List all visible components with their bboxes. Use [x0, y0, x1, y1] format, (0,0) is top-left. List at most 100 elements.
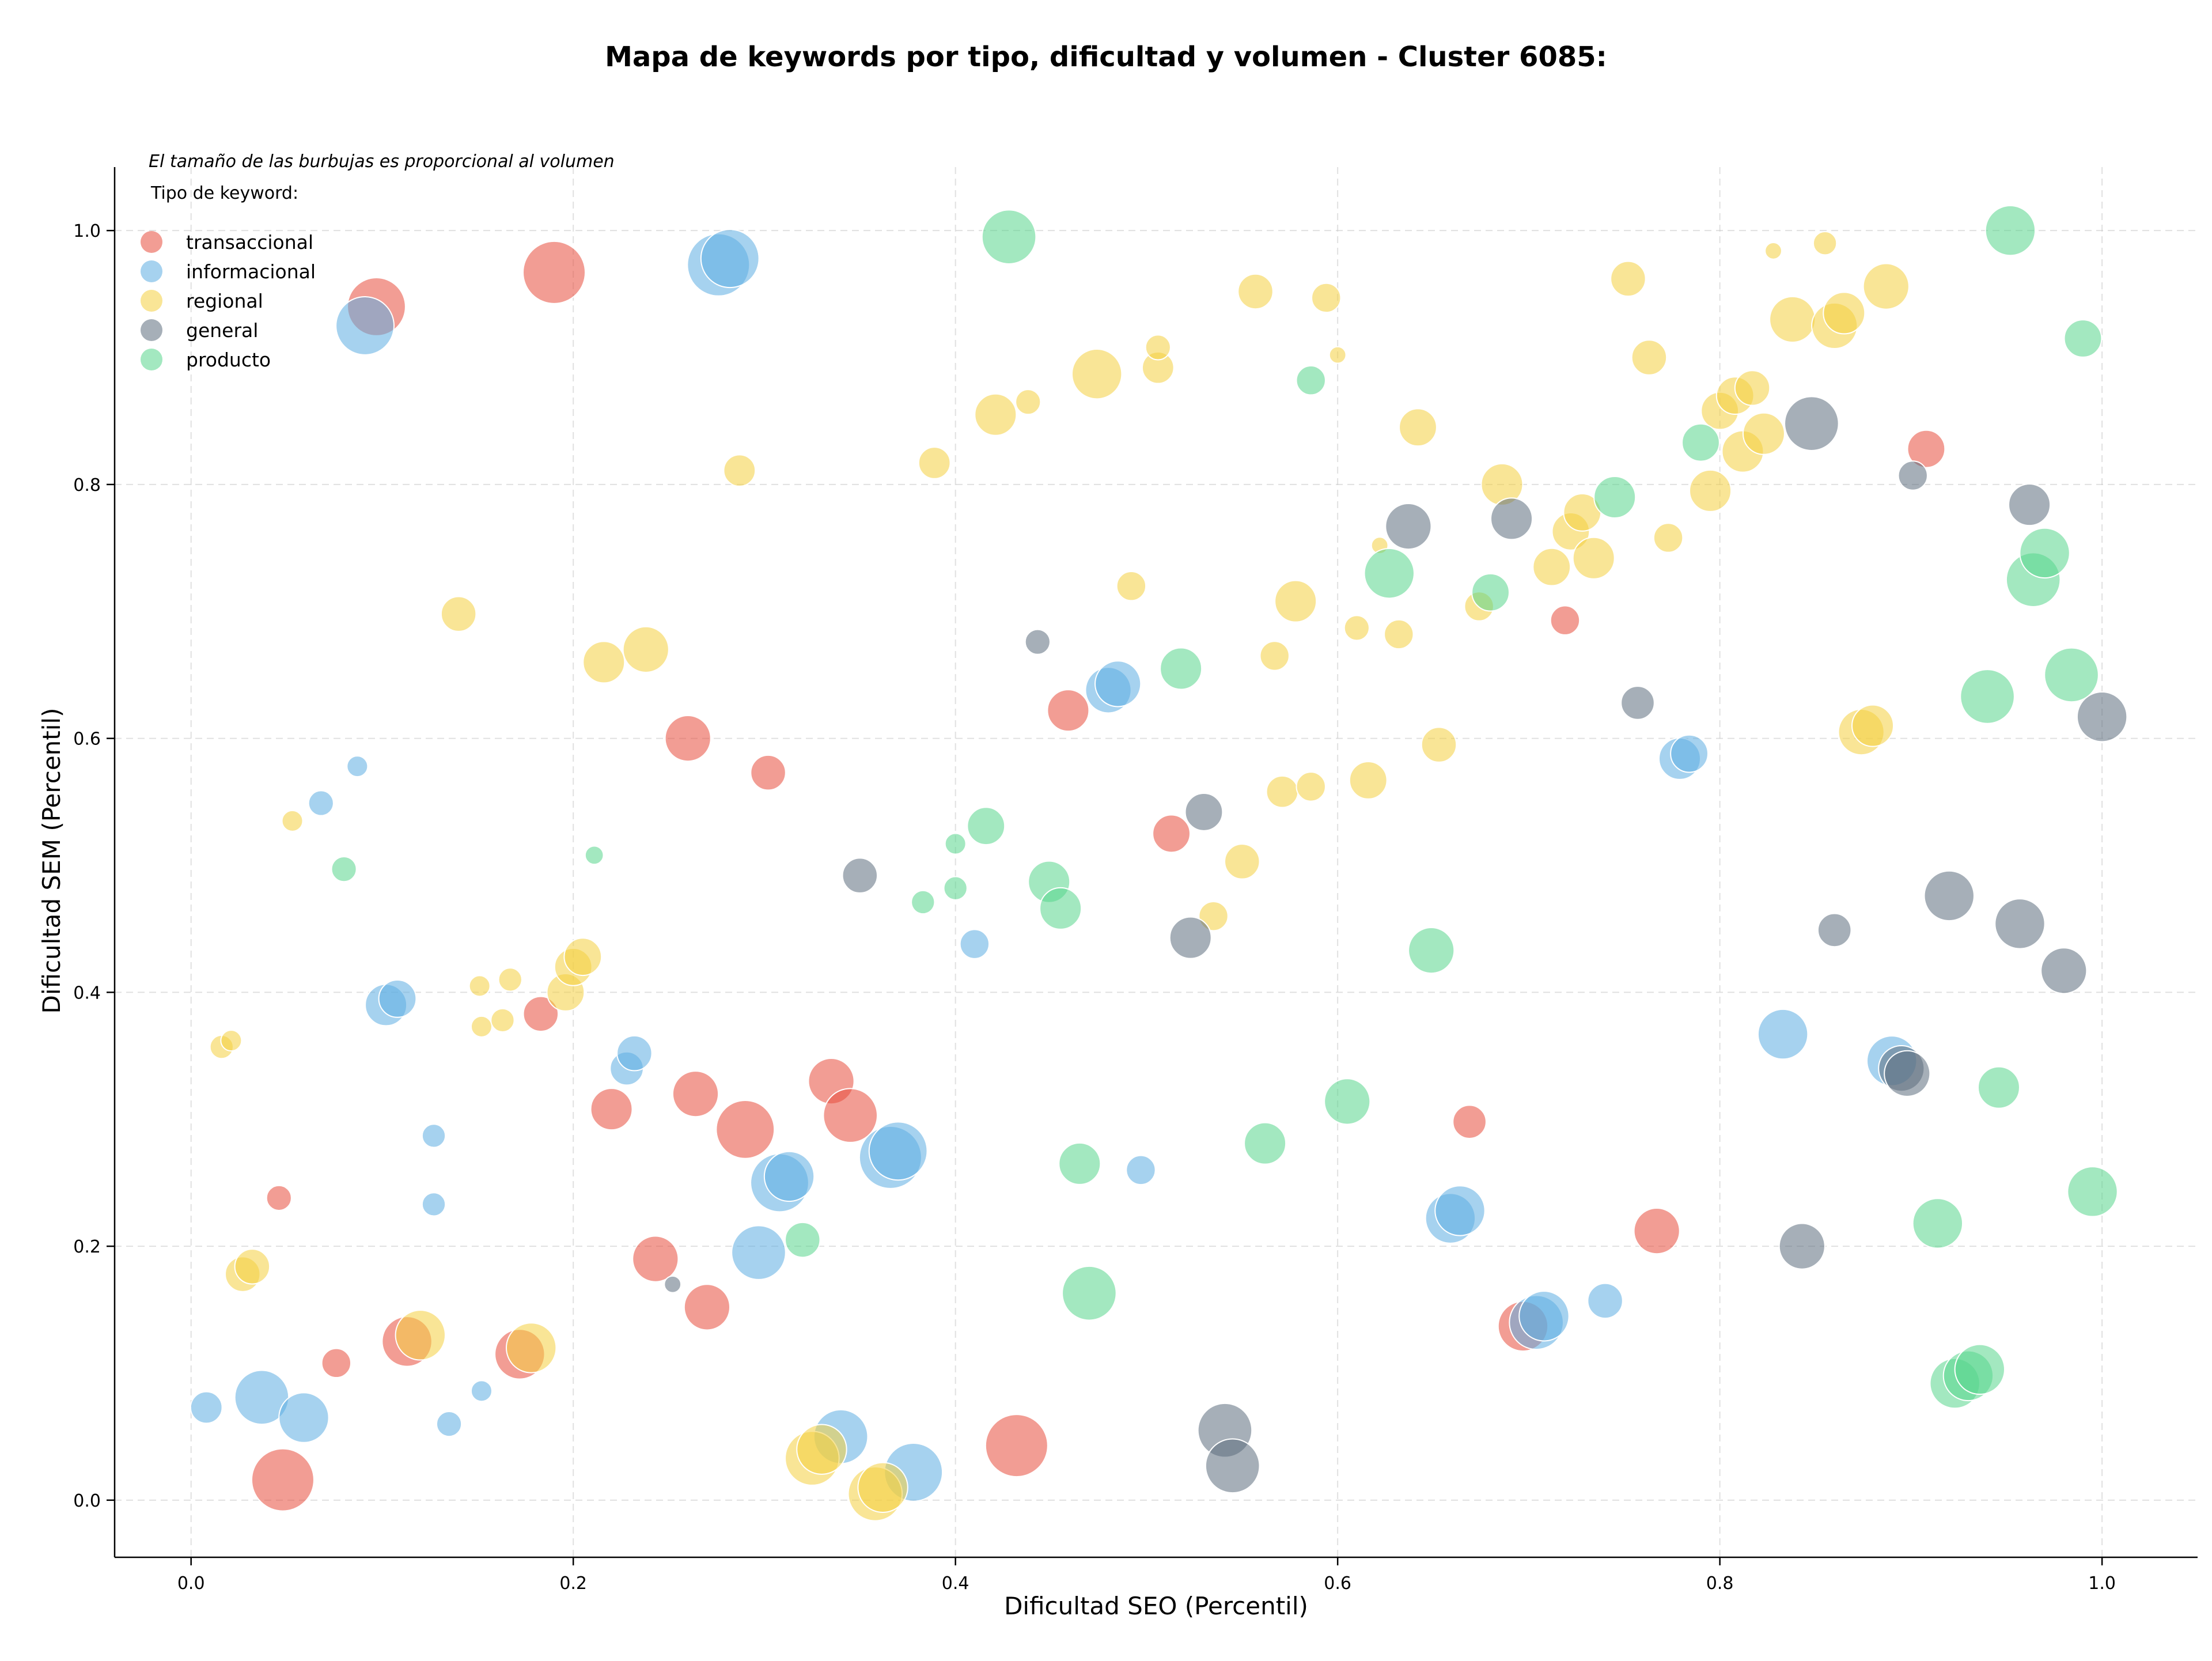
bubble-producto [1039, 887, 1082, 930]
bubble-regional [1653, 523, 1684, 553]
x-tick-label: 0.0 [177, 1573, 205, 1594]
bubble-producto [981, 209, 1037, 265]
bubble-producto [1408, 927, 1455, 974]
bubble-producto [1058, 1142, 1101, 1185]
bubble-regional [918, 447, 951, 479]
bubble-producto [1296, 365, 1326, 396]
bubble-informacional [616, 1035, 653, 1072]
bubble-general [1490, 497, 1533, 540]
bubble-regional [1311, 282, 1342, 313]
bubble-regional [622, 626, 669, 673]
legend-label-regional: regional [186, 290, 263, 312]
bubble-general [1385, 503, 1432, 550]
bubble-transaccional [1550, 605, 1581, 635]
bubble-regional [1862, 263, 1910, 310]
legend-marker-general [141, 319, 162, 341]
bubble-regional [490, 1008, 515, 1033]
bubble-regional [1399, 408, 1437, 447]
bubble-producto [1984, 205, 2036, 256]
bubble-informacional [421, 1192, 446, 1217]
bubble-size-note: El tamaño de las burbujas es proporciona… [149, 152, 615, 172]
bubble-transaccional [664, 715, 711, 762]
bubble-regional [395, 1310, 446, 1361]
bubble-regional [1349, 760, 1388, 800]
bubble-informacional [190, 1391, 223, 1424]
bubble-general [2040, 947, 2088, 994]
bubble-regional [440, 596, 477, 632]
bubble-regional [723, 454, 756, 487]
bubble-informacional [1757, 1008, 1809, 1060]
bubble-producto [2019, 527, 2070, 579]
x-tick-label: 0.4 [942, 1573, 969, 1594]
bubble-transaccional [251, 1448, 315, 1512]
bubble-regional [506, 1322, 557, 1374]
chart-title: Mapa de keywords por tipo, dificultad y … [605, 41, 1607, 73]
bubble-producto [1062, 1265, 1117, 1321]
bubble-regional [1145, 334, 1171, 361]
y-tick-label: 0.6 [73, 729, 101, 750]
bubble-transaccional [1907, 429, 1946, 468]
bubble-transaccional [672, 1070, 719, 1118]
y-axis-label: Dificultad SEM (Percentil) [37, 708, 66, 1014]
legend-marker-informacional [141, 260, 162, 282]
bubble-producto [2044, 647, 2099, 703]
bubble-general [1994, 898, 2046, 949]
bubble-general [1897, 460, 1928, 491]
bubble-transaccional [632, 1235, 679, 1282]
bubble-producto [943, 876, 968, 901]
bubbles [190, 205, 2128, 1522]
bubble-producto [1471, 573, 1510, 612]
bubble-regional [563, 937, 603, 977]
bubble-general [1784, 396, 1839, 451]
bubble-general [1923, 870, 1975, 922]
bubble-informacional [700, 229, 760, 289]
bubble-transaccional [321, 1348, 352, 1379]
bubble-producto [1160, 647, 1203, 690]
bubble-regional [1343, 615, 1370, 641]
bubble-regional [582, 641, 626, 684]
bubble-regional [1328, 346, 1347, 364]
bubble-transaccional [823, 1088, 878, 1143]
bubble-general [1884, 1050, 1931, 1098]
y-tick-label: 0.0 [73, 1491, 101, 1511]
legend-label-informacional: informacional [186, 260, 316, 283]
bubble-producto [1363, 547, 1415, 599]
x-tick-label: 0.2 [559, 1573, 587, 1594]
bubble-producto [1912, 1198, 1964, 1249]
bubble-regional [1769, 296, 1816, 343]
bubble-transaccional [1633, 1208, 1680, 1255]
bubble-transaccional [1452, 1104, 1487, 1139]
bubble-general [842, 857, 878, 894]
bubble-producto [1324, 1078, 1371, 1125]
x-tick-label: 1.0 [2088, 1573, 2116, 1594]
bubble-informacional [308, 790, 334, 816]
bubble-general [1169, 916, 1212, 959]
bubble-regional [468, 975, 491, 997]
bubble-informacional [763, 1151, 815, 1202]
bubble-transaccional [590, 1088, 633, 1131]
y-tick-label: 0.8 [73, 475, 101, 495]
bubble-general [664, 1275, 682, 1293]
bubble-producto [1977, 1066, 2020, 1109]
bubble-producto [911, 890, 935, 915]
bubble-informacional [1094, 660, 1142, 707]
bubble-producto [967, 807, 1006, 846]
bubble-informacional [959, 929, 990, 959]
x-tick-label: 0.8 [1706, 1573, 1734, 1594]
bubble-producto [1954, 1344, 2006, 1395]
bubble-producto [1681, 423, 1720, 462]
bubble-producto [331, 856, 357, 883]
bubble-transaccional [266, 1185, 292, 1211]
bubble-informacional [378, 979, 417, 1018]
bubble-regional [281, 809, 304, 832]
bubble-producto [2063, 319, 2103, 358]
bubble-informacional [1518, 1291, 1570, 1342]
bubble-regional [1572, 536, 1615, 580]
legend-label-producto: producto [186, 349, 271, 371]
bubble-general [1778, 1223, 1825, 1270]
bubble-regional [1237, 273, 1274, 310]
bubble-informacional [868, 1121, 928, 1181]
bubble-general [1205, 1438, 1260, 1494]
